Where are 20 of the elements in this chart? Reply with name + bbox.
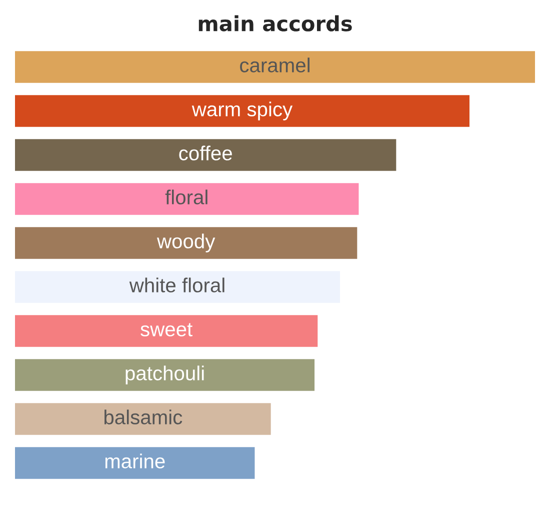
bar xyxy=(15,227,358,259)
y-tick-label: marine xyxy=(105,454,165,468)
y-tick-label: patchouli xyxy=(126,366,204,384)
y-tick-label: white floral xyxy=(129,278,224,292)
bar xyxy=(15,51,535,83)
bar xyxy=(15,139,396,171)
bar xyxy=(15,315,318,347)
y-tick-label: caramel xyxy=(240,58,310,72)
bar xyxy=(15,183,359,215)
y-tick-label: woody xyxy=(156,234,216,252)
y-tick-label: coffee xyxy=(179,146,232,160)
y-tick-label: floral xyxy=(165,190,208,204)
y-tick-label: sweet xyxy=(140,323,192,336)
chart-title: main accords xyxy=(198,15,352,32)
bar xyxy=(15,95,470,127)
bar xyxy=(15,447,255,479)
y-tick-label: warm spicy xyxy=(192,102,293,120)
y-tick-label: balsamic xyxy=(104,410,182,424)
bar xyxy=(15,403,271,435)
bar xyxy=(15,359,315,391)
